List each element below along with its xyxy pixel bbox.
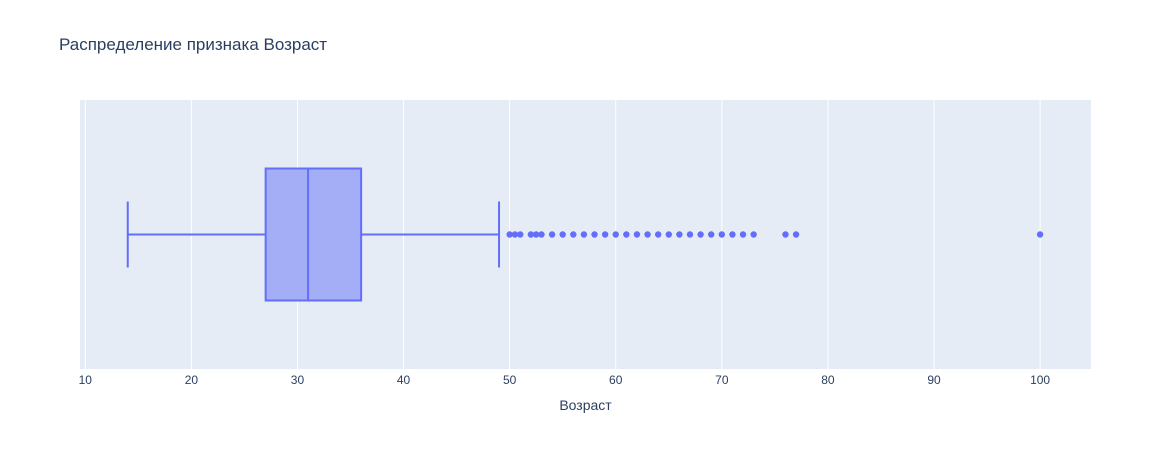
x-tick-label: 90 — [927, 373, 941, 387]
outlier-point — [506, 231, 513, 238]
outlier-point — [697, 231, 704, 238]
outlier-point — [612, 231, 619, 238]
iqr-box — [264, 167, 363, 302]
outlier-point — [623, 231, 630, 238]
x-tick-label: 40 — [397, 373, 411, 387]
outlier-point — [686, 231, 694, 238]
outlier-point — [591, 231, 598, 238]
outlier-point — [538, 231, 545, 238]
outlier-point — [654, 231, 662, 238]
outlier-point — [559, 231, 566, 238]
outlier-point — [580, 231, 588, 238]
x-tick-label: 50 — [503, 373, 517, 387]
x-tick-label: 70 — [715, 373, 729, 387]
outlier-point — [729, 231, 736, 238]
outlier-point — [601, 231, 609, 238]
outlier-point — [644, 231, 651, 238]
outlier-point — [570, 231, 577, 238]
x-tick-label: 30 — [291, 373, 305, 387]
x-axis-title: Возраст — [559, 397, 612, 413]
outlier-point — [792, 231, 800, 238]
outlier-point — [517, 231, 524, 238]
outlier-point — [532, 231, 540, 238]
outlier-point — [633, 231, 641, 238]
chart-title: Распределение признака Возраст — [59, 35, 327, 54]
outlier-point — [718, 231, 726, 238]
x-tick-label: 60 — [609, 373, 623, 387]
outlier-point — [750, 231, 757, 238]
outlier-point — [782, 231, 789, 238]
x-axis-ticks: 10 20 30 40 50 60 70 80 90 100 — [79, 373, 1051, 387]
outlier-point — [739, 231, 747, 238]
outlier-point — [1036, 231, 1044, 238]
outlier-point — [511, 231, 519, 238]
outlier-point — [708, 231, 715, 238]
outlier-points[interactable] — [506, 231, 1044, 238]
outlier-point — [665, 231, 672, 238]
box-trace[interactable] — [126, 167, 501, 302]
x-tick-label: 100 — [1030, 373, 1050, 387]
outlier-point — [676, 231, 683, 238]
x-tick-label: 10 — [79, 373, 93, 387]
x-tick-label: 80 — [821, 373, 835, 387]
x-tick-label: 20 — [185, 373, 199, 387]
outlier-point — [548, 231, 556, 238]
outlier-point — [527, 231, 535, 238]
